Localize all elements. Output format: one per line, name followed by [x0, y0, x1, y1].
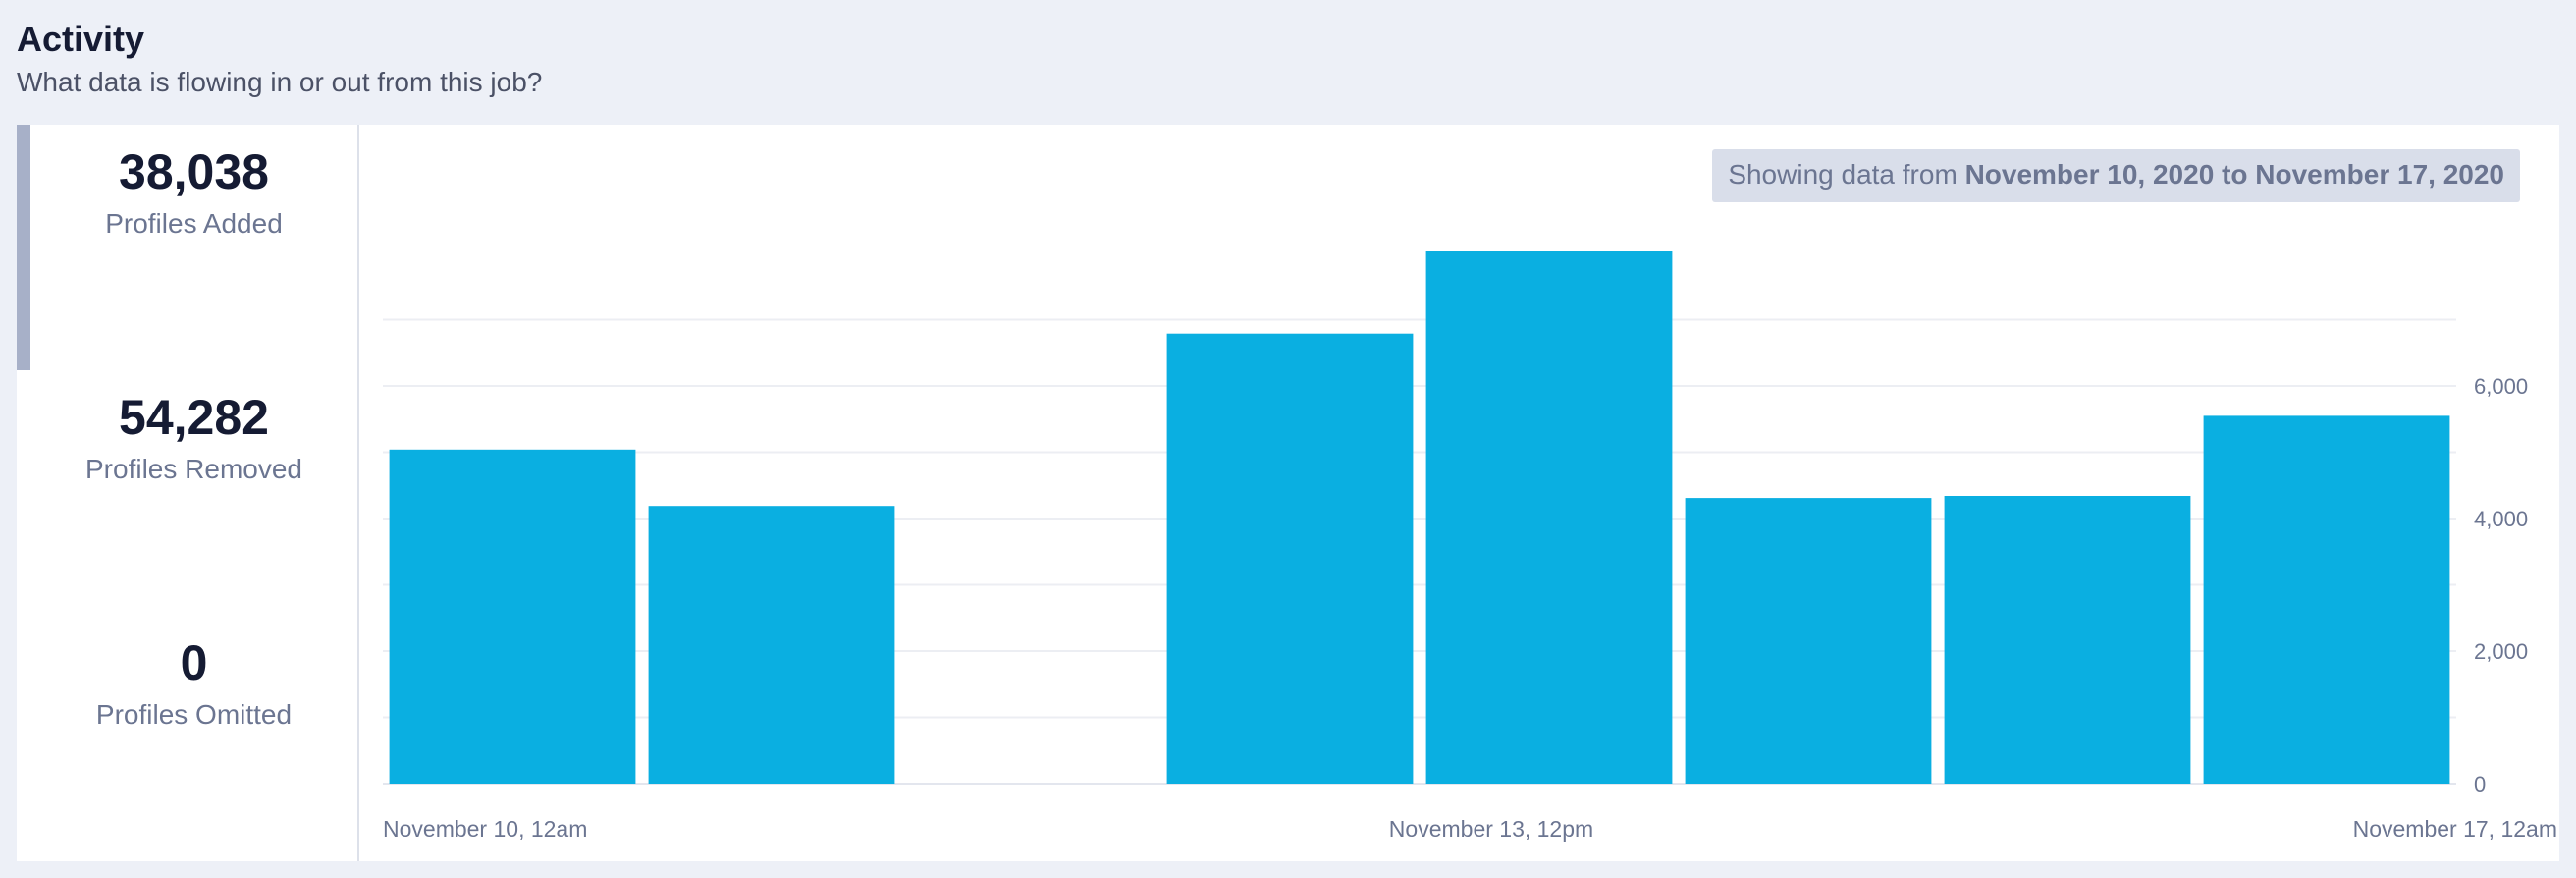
x-tick-label: November 13, 12pm	[1389, 816, 1593, 842]
activity-panel: 38,038 Profiles Added 54,282 Profiles Re…	[17, 125, 2559, 861]
bar-2020-11-16[interactable]	[1944, 496, 2191, 784]
bar-2020-11-10[interactable]	[389, 449, 636, 784]
x-tick-label: November 17, 12am	[2353, 816, 2557, 842]
bar-2020-11-11[interactable]	[648, 506, 895, 784]
stat-label: Profiles Omitted	[95, 699, 293, 730]
date-range-badge: Showing data from November 10, 2020 to N…	[1712, 149, 2520, 202]
selected-stat-indicator	[17, 125, 30, 370]
y-tick-label: 0	[2474, 772, 2486, 796]
stat-profiles-added[interactable]: 38,038 Profiles Added	[30, 125, 357, 370]
bar-2020-11-17[interactable]	[2203, 415, 2450, 784]
stats-column: 38,038 Profiles Added 54,282 Profiles Re…	[17, 125, 359, 861]
bar-2020-11-14[interactable]	[1425, 251, 1673, 784]
stat-label: Profiles Removed	[85, 454, 302, 484]
page-title: Activity	[17, 19, 145, 59]
stat-profiles-removed[interactable]: 54,282 Profiles Removed	[30, 370, 357, 616]
stat-label: Profiles Added	[105, 208, 283, 239]
range-prefix: Showing data from	[1728, 159, 1958, 190]
activity-header: Activity What data is flowing in or out …	[17, 18, 542, 100]
stat-value: 54,282	[119, 390, 269, 445]
stat-value: 0	[180, 635, 208, 690]
stat-value: 38,038	[119, 144, 269, 199]
x-tick-label: November 10, 12am	[383, 816, 587, 842]
bar-2020-11-13[interactable]	[1166, 333, 1414, 784]
range-start: November 10, 2020	[1964, 159, 2215, 190]
page-subtitle: What data is flowing in or out from this…	[17, 67, 543, 97]
y-tick-label: 2,000	[2474, 639, 2528, 664]
activity-bar-chart: 0 2,000 4,000 6,000 November 10, 12am Novembe…	[383, 251, 2557, 842]
y-tick-label: 6,000	[2474, 374, 2528, 399]
range-connector: to	[2222, 159, 2248, 190]
range-end: November 17, 2020	[2255, 159, 2504, 190]
y-tick-label: 4,000	[2474, 507, 2528, 531]
stat-profiles-omitted[interactable]: 0 Profiles Omitted	[30, 616, 357, 861]
bar-2020-11-15[interactable]	[1685, 498, 1932, 784]
